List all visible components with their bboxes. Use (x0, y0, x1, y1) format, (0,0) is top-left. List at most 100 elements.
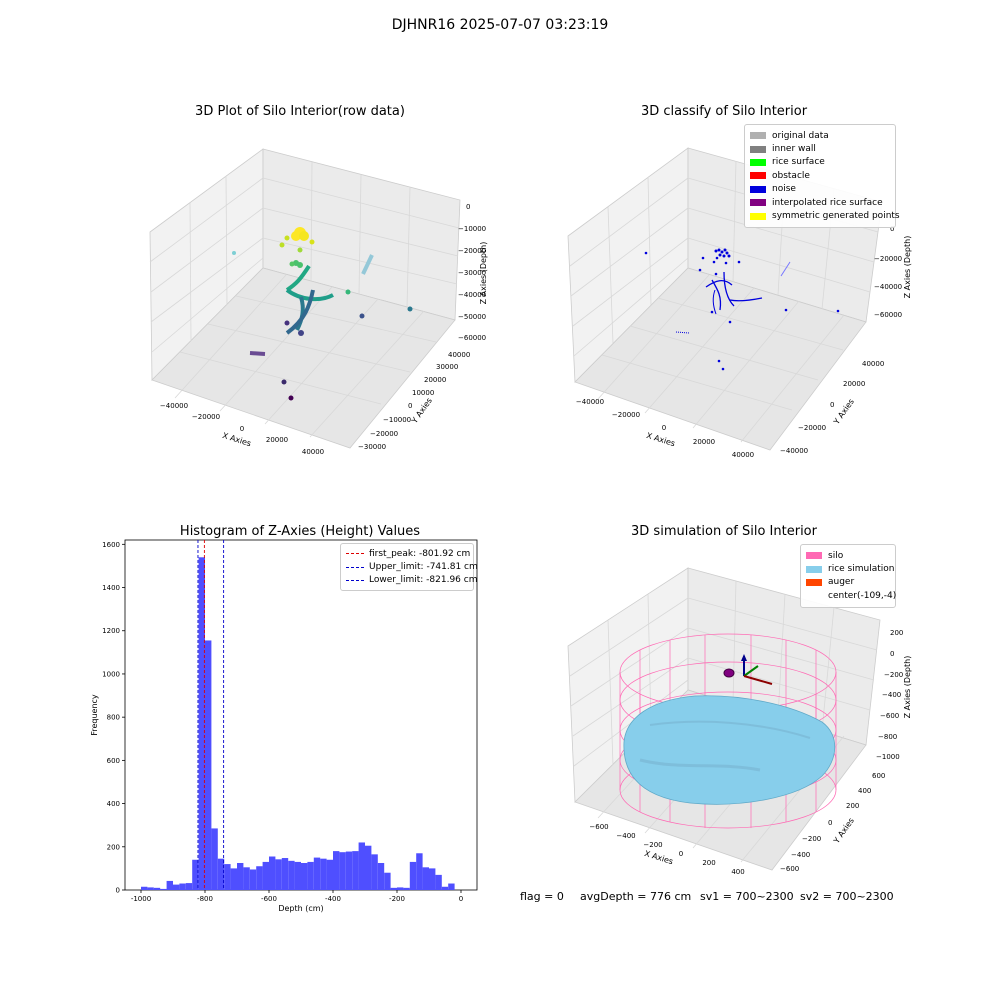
raw-x-tick: −40000 (160, 402, 188, 410)
raw-data-points (232, 227, 413, 401)
classify-z-tick: −60000 (874, 311, 902, 319)
x-tick-label: -1000 (131, 895, 151, 903)
histogram-bar (153, 887, 161, 890)
histogram-bar (249, 869, 257, 890)
histogram-bar (416, 853, 423, 890)
legend-swatch (806, 592, 822, 600)
legend-item-original-data: original data (750, 129, 890, 142)
y-tick-label: 1200 (102, 627, 120, 635)
x-tick-label: -600 (261, 895, 277, 903)
classify-x-tick: −20000 (612, 411, 640, 419)
histogram-bar (352, 851, 359, 890)
histogram-bar (345, 851, 353, 890)
legend-item-obstacle: obstacle (750, 169, 890, 182)
legend-swatch (806, 552, 822, 560)
classify-y-tick: 20000 (843, 380, 865, 388)
classify-y-tick: 0 (830, 401, 834, 409)
histogram-bar (320, 858, 327, 890)
raw-z-tick: −20000 (458, 247, 486, 255)
legend-label: silo (828, 550, 844, 561)
raw-z-label: Z Axies (Depth) (479, 242, 488, 305)
classify-legend: original data inner wall rice surface ob… (744, 124, 900, 228)
classify-x-label: X Axies (645, 431, 676, 448)
legend-label: inner wall (772, 144, 816, 155)
histogram-bar (173, 884, 180, 890)
noise-points (644, 248, 840, 371)
classify-z-tick: −20000 (874, 255, 902, 263)
sim-y-tick: 200 (846, 802, 859, 810)
sim-y-tick: −400 (791, 851, 810, 859)
histogram-bar (256, 866, 263, 890)
sim-z-tick: −800 (878, 733, 897, 741)
histogram-bar (339, 852, 346, 890)
classify-y-tick: −40000 (780, 447, 808, 455)
classify-x-tick: 20000 (693, 438, 715, 446)
raw-y-label: Y Axies (409, 396, 434, 426)
sim-y-tick: 400 (858, 787, 871, 795)
histogram-bar (358, 842, 365, 890)
sim-x-tick: −200 (643, 841, 662, 849)
legend-item-lower-limit: Lower_limit: -821.96 cm (346, 574, 477, 587)
histogram-bar (326, 859, 333, 890)
raw-x-label: X Axies (221, 431, 252, 448)
legend-line (346, 553, 364, 555)
legend-label: original data (772, 130, 829, 141)
histogram-bar (377, 862, 385, 890)
raw-y-tick: −10000 (383, 416, 411, 424)
legend-item-silo: silo (806, 549, 890, 562)
sim-y-label: Y Axies (831, 816, 856, 846)
sim-z-tick: 0 (890, 650, 894, 658)
histogram-legend: first_peak: -801.92 cm Upper_limit: -741… (340, 543, 478, 592)
status-flag: flag = 0 (520, 890, 564, 903)
status-avg-depth: avgDepth = 776 cm (580, 890, 692, 903)
raw-z-tick: −40000 (458, 291, 486, 299)
sim-x-tick: 0 (679, 850, 683, 858)
legend-swatch (750, 172, 766, 180)
histogram-bar (269, 856, 276, 890)
legend-label: noise (772, 184, 796, 195)
y-tick-label: 1600 (102, 541, 120, 549)
histogram-bar (301, 862, 308, 890)
legend-label: first_peak: -801.92 cm (369, 548, 471, 559)
histogram-bar (397, 887, 404, 890)
histogram-bar (211, 828, 218, 890)
y-tick-label: 400 (107, 800, 120, 808)
classify-x-tick: 40000 (732, 451, 754, 459)
legend-item-first-peak: first_peak: -801.92 cm (346, 547, 471, 560)
classify-y-tick: 40000 (862, 360, 884, 368)
histogram-bar (141, 886, 148, 890)
simulation-3d-plot: −600 −400 −200 0 200 400 X Axies −600 −4… (567, 567, 912, 875)
simulation-plot-title: 3D simulation of Silo Interior (631, 524, 817, 539)
status-sv1: sv1 = 700~2300 (700, 890, 794, 903)
sim-z-label: Z Axies (Depth) (903, 656, 912, 719)
histogram-bar (230, 868, 237, 890)
histogram-bar (307, 861, 314, 890)
histogram-bar (147, 887, 154, 890)
classify-z-label: Z Axies (Depth) (903, 236, 912, 299)
legend-item-auger: auger (806, 576, 890, 589)
legend-item-upper-limit: Upper_limit: -741.81 cm (346, 560, 478, 573)
classify-x-tick: −40000 (576, 398, 604, 406)
histogram-bar (390, 887, 397, 890)
raw-x-tick: −20000 (192, 413, 220, 421)
legend-label: symmetric generated points (772, 211, 900, 222)
legend-swatch (750, 132, 766, 140)
histogram-bar (365, 845, 372, 890)
classify-x-tick: 0 (662, 424, 666, 432)
histogram-bar (448, 883, 455, 890)
sim-y-tick: −600 (780, 865, 799, 873)
legend-label: auger (828, 577, 855, 588)
sim-y-tick: 0 (828, 819, 832, 827)
histogram-title: Histogram of Z-Axies (Height) Values (179, 524, 421, 539)
histogram-bar (371, 854, 378, 890)
histogram-bar (409, 861, 417, 890)
legend-swatch (750, 158, 766, 166)
histogram-bar (166, 880, 173, 890)
histogram-bar (384, 872, 391, 890)
legend-item-symmetric-points: symmetric generated points (750, 209, 900, 222)
histogram-bar (243, 867, 250, 890)
histogram-bar (262, 861, 269, 890)
raw-x-tick: 40000 (302, 448, 324, 456)
legend-item-rice-simulation: rice simulation (806, 562, 894, 575)
legend-swatch (750, 212, 766, 220)
